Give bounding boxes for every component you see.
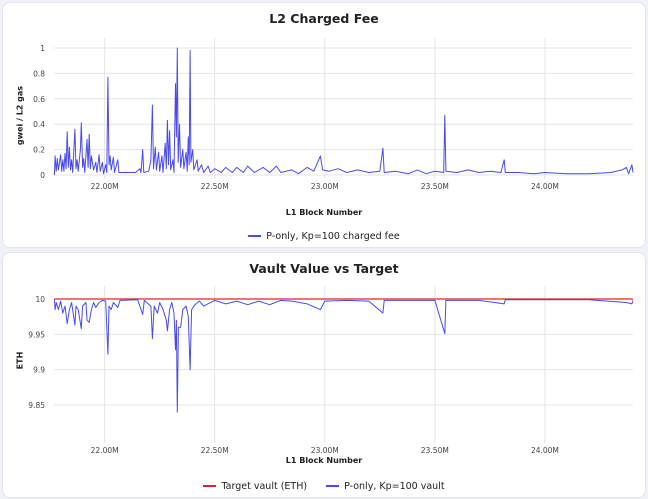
y-tick-label: 0.8 bbox=[33, 69, 45, 78]
x-tick-label: 23.00M bbox=[311, 182, 339, 191]
legend-label: Target vault (ETH) bbox=[221, 480, 308, 492]
vault-chart-panel: Vault Value vs Target ETH L1 Block Numbe… bbox=[2, 252, 646, 498]
legend-swatch bbox=[326, 485, 340, 487]
y-tick-label: 1 bbox=[40, 44, 45, 53]
legend-label: P-only, Kp=100 charged fee bbox=[266, 230, 400, 242]
x-tick-label: 22.50M bbox=[201, 182, 229, 191]
legend-item[interactable]: Target vault (ETH) bbox=[203, 481, 307, 492]
x-tick-label: 23.50M bbox=[421, 182, 449, 191]
legend-item[interactable]: P-only, Kp=100 vault bbox=[326, 480, 445, 492]
x-axis-label: L1 Block Number bbox=[285, 456, 363, 465]
y-tick-label: 9.9 bbox=[33, 366, 45, 375]
y-tick-label: 9.95 bbox=[28, 330, 45, 339]
x-tick-label: 22.00M bbox=[91, 182, 119, 191]
legend-swatch bbox=[248, 235, 262, 237]
plot-area: 22.00M 22.50M 23.00M 23.50M 24.00M 9.85 9.9 9.9… bbox=[28, 286, 634, 455]
legend: P-only, Kp=100 charged fee bbox=[3, 229, 645, 242]
plot-area: 22.00M 22.50M 23.00M 23.50M 24.00M 0 0.2 0.4 0.6… bbox=[33, 38, 634, 191]
x-tick-label: 24.00M bbox=[531, 182, 559, 191]
y-tick-label: 9.85 bbox=[28, 401, 45, 410]
legend: Target vault (ETH) P-only, Kp=100 vault bbox=[3, 479, 645, 492]
x-tick-label: 22.50M bbox=[201, 446, 229, 455]
y-tick-label: 10 bbox=[35, 295, 45, 304]
chart-title: L2 Charged Fee bbox=[269, 11, 379, 26]
x-axis-label: L1 Block Number bbox=[285, 208, 363, 217]
legend-label: P-only, Kp=100 vault bbox=[344, 480, 445, 492]
x-tick-label: 24.00M bbox=[531, 446, 559, 455]
x-tick-label: 23.50M bbox=[421, 446, 449, 455]
series-line bbox=[53, 298, 634, 413]
legend-item[interactable]: P-only, Kp=100 charged fee bbox=[248, 230, 400, 242]
y-tick-label: 0.4 bbox=[33, 120, 45, 129]
legend-swatch bbox=[203, 485, 217, 487]
y-tick-label: 0.2 bbox=[33, 146, 45, 155]
chart-title: Vault Value vs Target bbox=[249, 261, 399, 276]
series-line bbox=[53, 47, 634, 176]
y-tick-label: 0 bbox=[40, 171, 45, 180]
y-tick-label: 0.6 bbox=[33, 95, 45, 104]
x-tick-label: 23.00M bbox=[311, 446, 339, 455]
x-tick-label: 22.00M bbox=[91, 446, 119, 455]
fee-chart-panel: L2 Charged Fee gwei / L2 gas L1 Block Nu… bbox=[2, 2, 646, 248]
